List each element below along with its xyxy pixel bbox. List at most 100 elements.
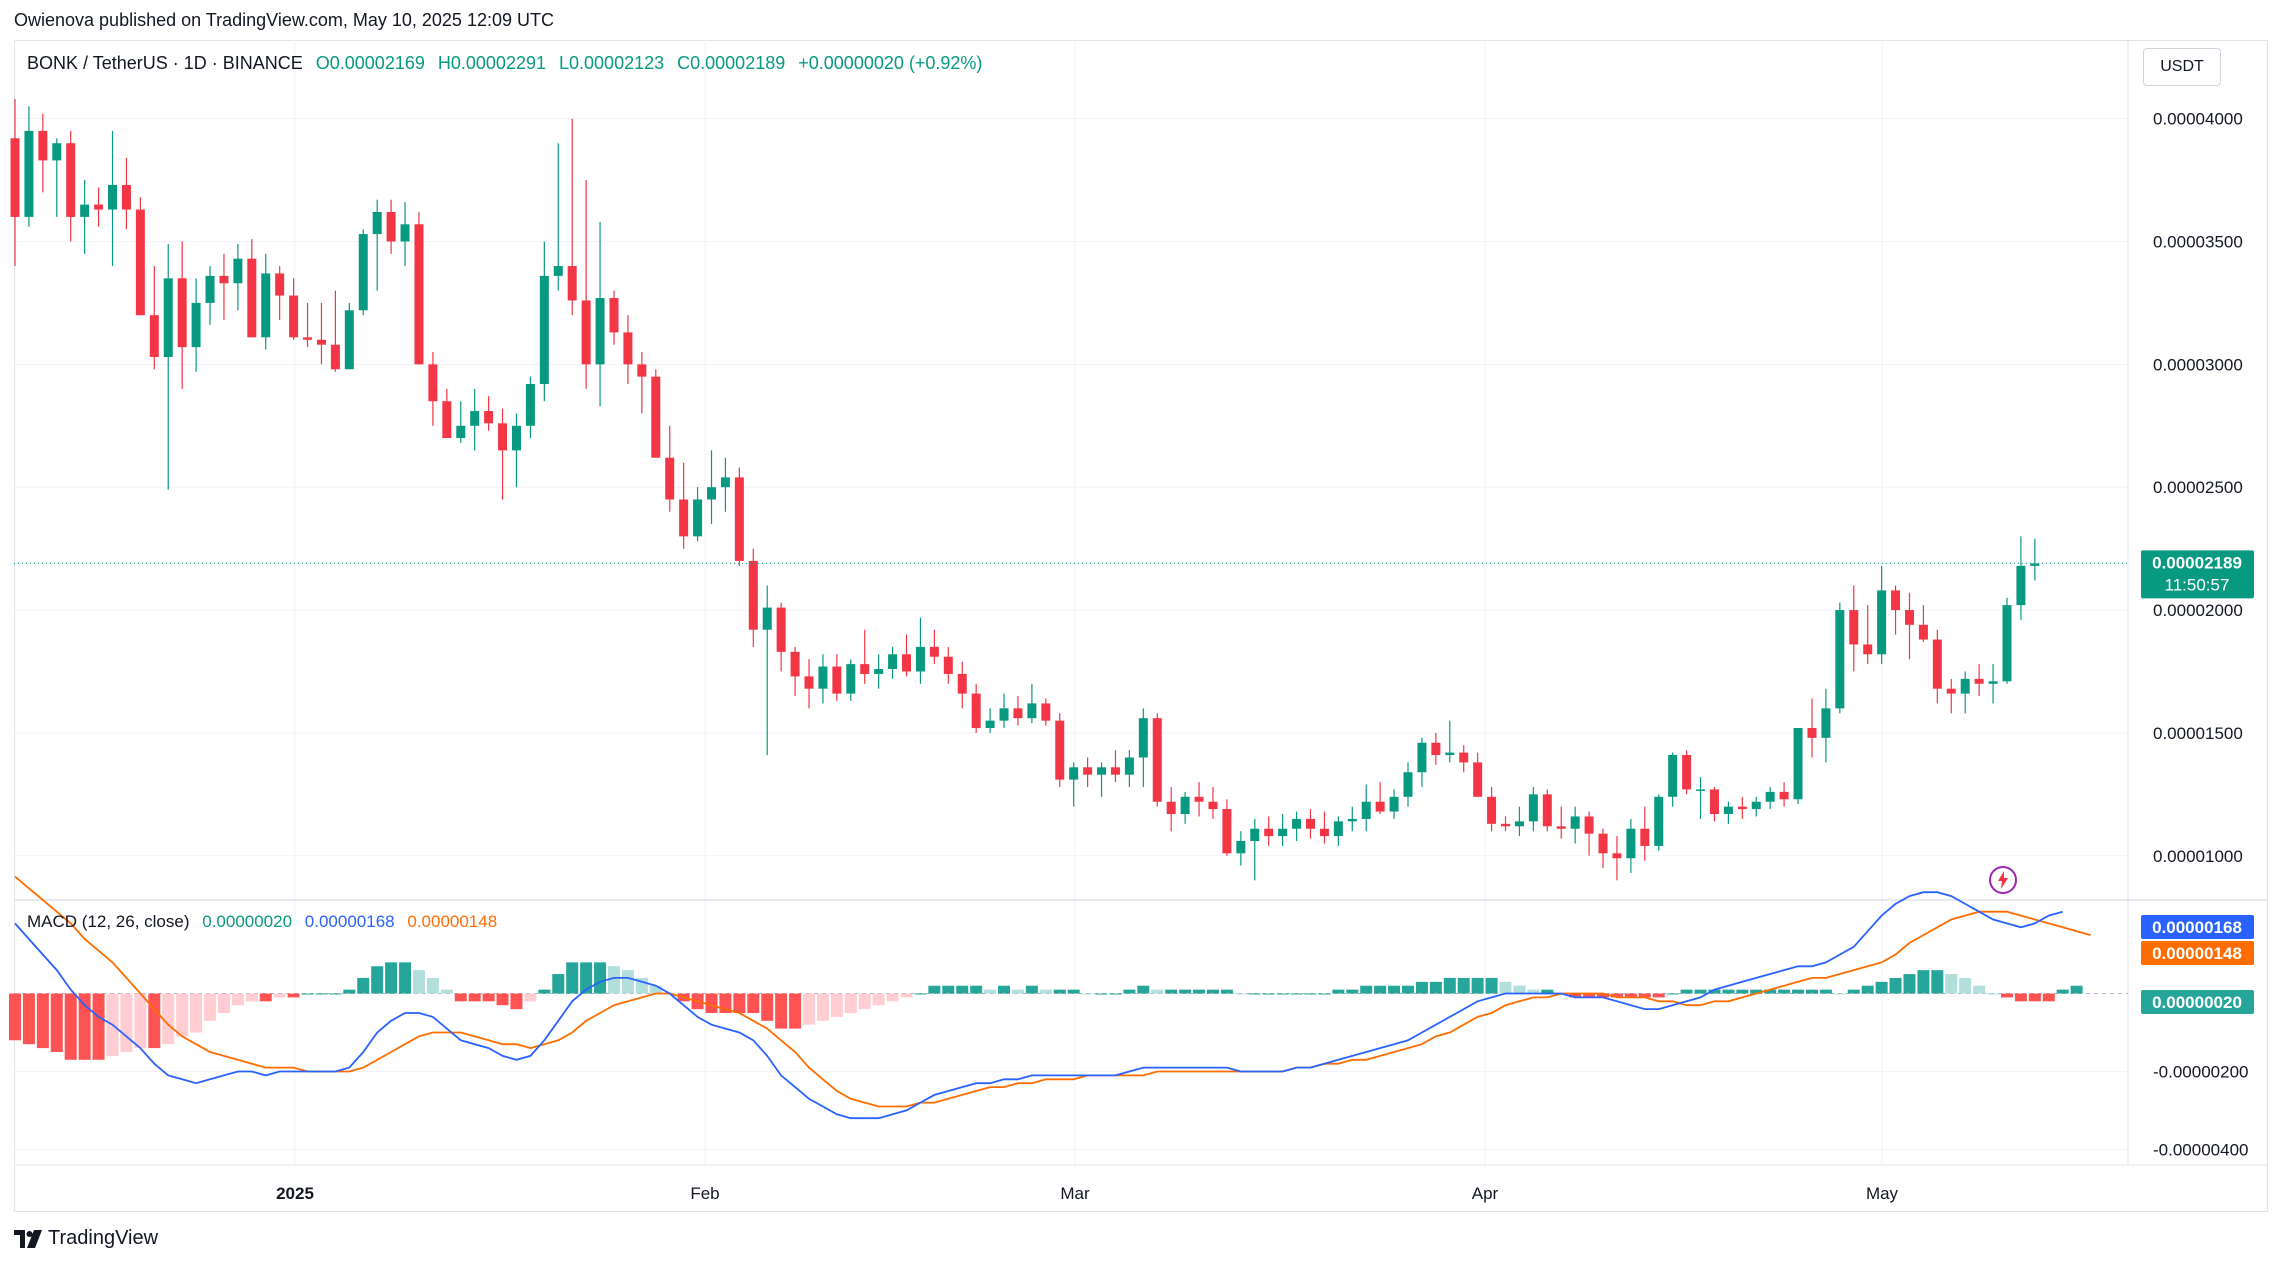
tradingview-logo[interactable]: TradingView xyxy=(14,1227,158,1250)
macd-histogram-bar xyxy=(1081,993,1094,995)
candle-body xyxy=(94,204,104,210)
candle-body xyxy=(1180,796,1190,814)
candle-body xyxy=(1041,703,1051,721)
macd-histogram-bar xyxy=(1374,985,1387,994)
candle-body xyxy=(1487,796,1497,824)
macd-histogram-bar xyxy=(1541,989,1554,994)
macd-histogram-bar xyxy=(1248,993,1261,995)
signal-badge: 0.00000148 xyxy=(2152,944,2242,963)
macd-histogram-bar xyxy=(1220,989,1233,994)
candle-body xyxy=(442,401,452,439)
macd-histogram-bar xyxy=(9,993,21,1041)
candle-body xyxy=(1877,590,1887,655)
candle-body xyxy=(1292,818,1302,829)
macd-histogram-bar xyxy=(1917,970,1930,994)
candle-body xyxy=(38,130,48,161)
candle-body xyxy=(1918,624,1928,640)
macd-histogram-bar xyxy=(1903,974,1916,994)
candle-body xyxy=(1166,801,1176,814)
candle-body xyxy=(10,138,20,217)
candle-body xyxy=(1932,639,1942,689)
macd-histogram-bar xyxy=(775,993,788,1029)
macd-histogram-bar xyxy=(1471,977,1484,994)
macd-histogram-bar xyxy=(1276,993,1289,995)
macd-histogram-bar xyxy=(803,993,816,1025)
macd-histogram-bar xyxy=(942,985,955,994)
candle-body xyxy=(581,300,591,365)
candle-body xyxy=(1835,610,1845,709)
candle-body xyxy=(456,425,466,439)
symbol-name[interactable]: BONK / TetherUS · 1D · BINANCE xyxy=(27,53,303,73)
candle-body xyxy=(498,423,508,451)
macd-histogram-bar xyxy=(399,962,412,994)
macd-histogram-bar xyxy=(343,989,356,994)
candle-body xyxy=(1709,789,1719,814)
candle-body xyxy=(1305,818,1315,829)
candle-body xyxy=(303,337,313,340)
macd-histogram-bar xyxy=(607,966,620,994)
macd-histogram-bar xyxy=(900,993,913,998)
candle-body xyxy=(386,212,396,242)
macd-histogram-bar xyxy=(566,962,579,994)
macd-histogram-bar xyxy=(1067,989,1080,994)
candle-body xyxy=(191,302,201,348)
candle-body xyxy=(1459,752,1469,763)
candle-body xyxy=(1863,644,1873,655)
macd-histogram-bar xyxy=(426,977,439,994)
macd-histogram-bar xyxy=(1833,993,1846,995)
currency-button[interactable]: USDT xyxy=(2143,48,2221,86)
candle-body xyxy=(1055,720,1065,780)
time-axis-label: May xyxy=(1866,1184,1899,1203)
candle-body xyxy=(121,184,131,210)
flash-icon[interactable] xyxy=(1988,865,2018,895)
candle-body xyxy=(1027,703,1037,719)
histogram-badge: 0.00000020 xyxy=(2152,993,2242,1012)
macd-histogram-bar xyxy=(928,985,941,994)
candle-body xyxy=(902,654,912,672)
macd-histogram-bar xyxy=(1053,989,1066,994)
macd-histogram-bar xyxy=(1234,993,1247,995)
candle-body xyxy=(1250,828,1260,842)
candle-body xyxy=(999,708,1009,721)
candle-body xyxy=(1264,828,1274,837)
candle-body xyxy=(1556,826,1566,829)
candle-body xyxy=(1904,610,1914,625)
macd-title[interactable]: MACD (12, 26, close) xyxy=(27,912,190,931)
candle-body xyxy=(1124,757,1134,775)
candle-body xyxy=(1779,791,1789,800)
candle-body xyxy=(1682,755,1692,790)
candle-body xyxy=(1152,718,1162,802)
candle-body xyxy=(372,212,382,235)
macd-histogram-bar xyxy=(1318,993,1331,995)
candle-body xyxy=(1194,796,1204,802)
macd-legend[interactable]: MACD (12, 26, close) 0.00000020 0.000001… xyxy=(27,912,505,932)
macd-histogram-bar xyxy=(1764,989,1777,994)
macd-histogram-bar xyxy=(524,993,537,1002)
macd-histogram-bar xyxy=(1109,993,1122,995)
candle-body xyxy=(762,607,772,630)
signal-badge-bg xyxy=(2141,941,2254,965)
macd-histogram-bar xyxy=(1569,993,1582,998)
macd-histogram-bar xyxy=(1499,981,1512,994)
macd-histogram-bar xyxy=(1039,989,1052,994)
macd-histogram-bar xyxy=(705,993,718,1014)
macd-histogram-bar xyxy=(844,993,857,1014)
macd-histogram-bar xyxy=(482,993,495,1002)
candle-body xyxy=(1222,809,1232,854)
candle-body xyxy=(177,278,187,348)
candle-body xyxy=(1584,816,1594,834)
candle-body xyxy=(1821,708,1831,738)
macd-histogram-bar xyxy=(1778,989,1791,994)
candle-body xyxy=(1445,752,1455,756)
macd-badge: 0.00000168 xyxy=(2152,918,2242,937)
macd-histogram-bar xyxy=(1624,993,1637,998)
macd-histogram-bar xyxy=(733,993,746,1014)
candle-body xyxy=(1110,767,1120,775)
symbol-legend[interactable]: BONK / TetherUS · 1D · BINANCE O0.000021… xyxy=(27,53,990,74)
macd-histogram-bar xyxy=(621,970,634,994)
candle-body xyxy=(1793,728,1803,800)
candle-body xyxy=(1542,794,1552,827)
macd-histogram-bar xyxy=(1861,985,1874,994)
macd-histogram-bar xyxy=(231,993,244,1006)
